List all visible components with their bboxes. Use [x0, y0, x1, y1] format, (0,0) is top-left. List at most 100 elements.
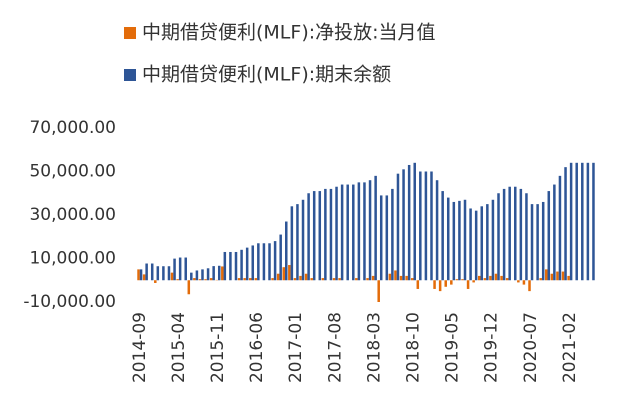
x-tick-label: 2017-01: [286, 312, 306, 383]
bar: [517, 280, 520, 283]
bar: [217, 265, 221, 281]
bar: [285, 221, 288, 281]
bar: [556, 271, 559, 281]
bar: [206, 268, 210, 281]
bar: [318, 191, 322, 281]
bar: [547, 191, 551, 281]
bar: [190, 272, 193, 281]
bar: [474, 210, 478, 281]
bar: [567, 275, 570, 281]
bar: [310, 278, 313, 281]
bar: [346, 184, 349, 281]
bar: [377, 280, 380, 302]
legend-label: 中期借贷便利(MLF):期末余额: [142, 64, 391, 86]
bar: [340, 184, 344, 281]
bar: [545, 269, 548, 281]
bar: [254, 278, 258, 281]
bar: [407, 164, 411, 281]
bar: [402, 169, 405, 281]
bar: [581, 162, 584, 281]
bar: [357, 182, 361, 281]
bar: [366, 278, 369, 281]
bar: [193, 278, 196, 281]
bar: [463, 199, 467, 281]
bar: [374, 175, 377, 281]
bar: [435, 180, 439, 281]
bar: [307, 193, 310, 281]
bar: [279, 234, 282, 281]
bar: [379, 195, 383, 281]
bar: [335, 186, 338, 281]
bar: [550, 273, 554, 281]
bar: [483, 278, 487, 281]
bar: [530, 204, 534, 281]
bar: [234, 251, 238, 281]
bar: [553, 184, 556, 281]
bar: [446, 197, 450, 281]
bar: [162, 266, 165, 281]
bar: [505, 278, 509, 281]
bar: [262, 243, 266, 281]
bar: [150, 263, 154, 281]
bar: [441, 191, 444, 281]
bar: [268, 243, 271, 281]
bar: [293, 278, 297, 281]
bar: [514, 186, 517, 281]
bar: [276, 273, 280, 281]
bar: [248, 278, 252, 281]
x-tick-label: 2016-06: [247, 312, 267, 383]
bar: [385, 195, 389, 281]
bar: [212, 266, 215, 281]
bar: [139, 269, 143, 281]
bar: [243, 278, 246, 281]
bar: [184, 257, 187, 281]
bar: [450, 280, 453, 285]
x-tick-label: 2018-10: [403, 312, 423, 383]
bar: [301, 199, 305, 281]
bar: [282, 267, 286, 281]
bar: [167, 266, 171, 281]
bar: [229, 251, 232, 281]
y-tick-label: 50,000.00: [29, 162, 116, 182]
bar: [271, 278, 274, 281]
y-tick-label: 70,000.00: [29, 118, 116, 138]
bar: [352, 184, 355, 281]
bar: [433, 280, 436, 289]
bar: [245, 247, 249, 281]
bar: [338, 278, 341, 281]
bar: [396, 173, 400, 281]
x-tick-label: 2017-08: [325, 312, 345, 383]
bar: [497, 193, 500, 281]
bar: [156, 266, 160, 281]
bar: [508, 186, 511, 281]
bar: [502, 188, 506, 281]
bar: [221, 266, 224, 281]
bar: [405, 275, 408, 281]
legend-label: 中期借贷便利(MLF):净投放:当月值: [142, 22, 436, 44]
x-tick-label: 2018-03: [364, 312, 384, 383]
bar: [480, 206, 484, 281]
bar: [304, 273, 308, 281]
bar: [142, 274, 146, 281]
bar: [288, 265, 291, 281]
bar: [500, 275, 503, 281]
bar: [195, 270, 199, 281]
bar: [290, 206, 294, 281]
x-tick-label: 2019-05: [443, 312, 463, 383]
bar: [416, 280, 420, 289]
bar: [539, 278, 542, 281]
bar: [438, 280, 442, 292]
bar: [324, 188, 327, 281]
bar: [452, 201, 456, 281]
x-tick-label: 2021-02: [560, 312, 580, 383]
bar: [209, 278, 213, 281]
x-tick-label: 2015-04: [169, 312, 189, 383]
bar: [424, 171, 428, 281]
bar: [187, 280, 191, 295]
bar: [569, 162, 573, 281]
legend-swatch: [124, 69, 136, 81]
bar: [332, 278, 336, 281]
bar: [592, 162, 595, 281]
bar: [240, 249, 243, 281]
bar: [355, 278, 358, 281]
